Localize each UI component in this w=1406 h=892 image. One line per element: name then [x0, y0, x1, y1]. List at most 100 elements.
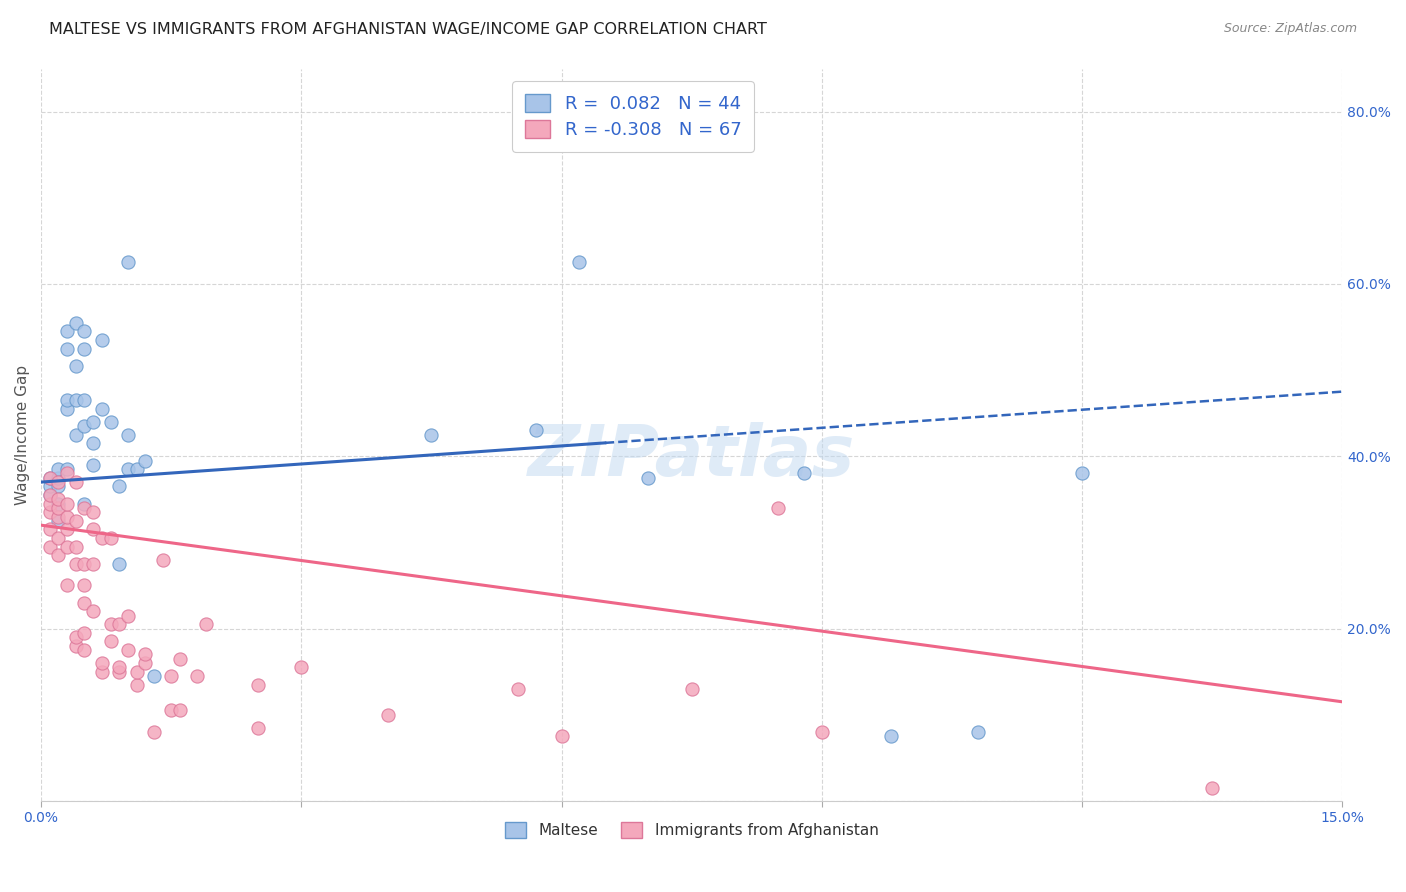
Point [524, 424, 547, 438]
Point [134, 656, 156, 670]
Point [38, 540, 60, 554]
Point [65, 427, 87, 442]
Point [508, 681, 530, 696]
Point [38, 488, 60, 502]
Point [169, 651, 191, 665]
Point [82, 505, 104, 519]
Point [48, 549, 70, 563]
Point [82, 604, 104, 618]
Point [56, 523, 79, 537]
Point [65, 630, 87, 644]
Y-axis label: Wage/Income Gap: Wage/Income Gap [15, 365, 30, 505]
Point [38, 505, 60, 519]
Point [108, 660, 131, 674]
Point [38, 471, 60, 485]
Point [550, 729, 572, 743]
Point [48, 479, 70, 493]
Point [73, 500, 96, 515]
Point [65, 557, 87, 571]
Point [56, 509, 79, 524]
Point [117, 427, 139, 442]
Point [48, 531, 70, 545]
Point [194, 617, 217, 632]
Point [38, 471, 60, 485]
Point [768, 500, 790, 515]
Point [108, 479, 131, 493]
Point [117, 462, 139, 476]
Point [65, 359, 87, 373]
Point [100, 531, 122, 545]
Point [186, 669, 208, 683]
Point [108, 665, 131, 679]
Point [82, 523, 104, 537]
Point [38, 523, 60, 537]
Point [73, 643, 96, 657]
Point [100, 634, 122, 648]
Point [73, 342, 96, 356]
Point [568, 255, 591, 269]
Point [1201, 780, 1223, 795]
Point [82, 458, 104, 472]
Point [48, 500, 70, 515]
Point [117, 608, 139, 623]
Point [56, 462, 79, 476]
Point [56, 540, 79, 554]
Point [152, 552, 174, 566]
Point [73, 625, 96, 640]
Text: ZIPatlas: ZIPatlas [529, 422, 855, 491]
Point [681, 681, 703, 696]
Point [100, 415, 122, 429]
Point [160, 703, 183, 717]
Point [65, 540, 87, 554]
Point [82, 415, 104, 429]
Point [48, 462, 70, 476]
Point [810, 725, 832, 739]
Point [134, 648, 156, 662]
Point [246, 721, 269, 735]
Point [56, 497, 79, 511]
Point [100, 617, 122, 632]
Point [65, 316, 87, 330]
Point [90, 333, 112, 347]
Point [48, 497, 70, 511]
Point [65, 514, 87, 528]
Point [73, 557, 96, 571]
Point [142, 669, 165, 683]
Point [134, 453, 156, 467]
Point [48, 471, 70, 485]
Point [169, 703, 191, 717]
Point [125, 665, 148, 679]
Point [420, 427, 443, 442]
Point [90, 656, 112, 670]
Point [73, 578, 96, 592]
Point [73, 324, 96, 338]
Point [82, 557, 104, 571]
Point [56, 324, 79, 338]
Point [108, 557, 131, 571]
Point [73, 497, 96, 511]
Point [246, 677, 269, 691]
Legend: Maltese, Immigrants from Afghanistan: Maltese, Immigrants from Afghanistan [499, 816, 884, 845]
Point [125, 462, 148, 476]
Text: Source: ZipAtlas.com: Source: ZipAtlas.com [1223, 22, 1357, 36]
Point [377, 707, 399, 722]
Point [65, 639, 87, 653]
Point [73, 419, 96, 434]
Point [160, 669, 183, 683]
Point [1071, 467, 1094, 481]
Point [48, 514, 70, 528]
Point [82, 436, 104, 450]
Point [108, 617, 131, 632]
Point [65, 475, 87, 489]
Point [73, 596, 96, 610]
Point [117, 255, 139, 269]
Point [56, 401, 79, 416]
Point [90, 401, 112, 416]
Point [793, 467, 815, 481]
Point [880, 729, 903, 743]
Point [73, 393, 96, 408]
Point [38, 479, 60, 493]
Point [637, 471, 659, 485]
Point [117, 643, 139, 657]
Point [38, 497, 60, 511]
